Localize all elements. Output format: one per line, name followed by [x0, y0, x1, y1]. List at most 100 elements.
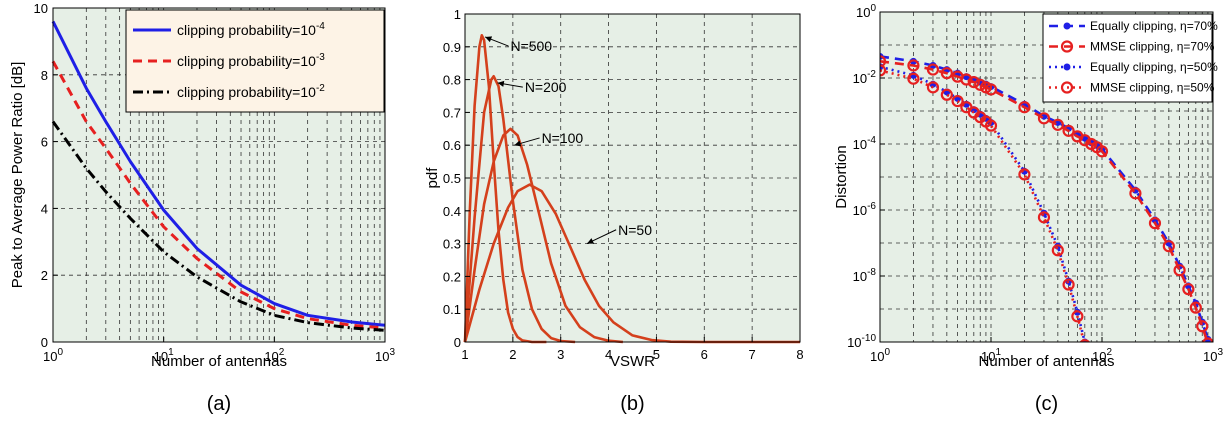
x-tick-label-base: 10 — [1203, 349, 1217, 364]
series-marker — [1037, 112, 1051, 125]
series-marker — [1129, 187, 1142, 200]
series-marker — [940, 67, 953, 80]
legend-entry: clipping probability=10-3 — [177, 52, 325, 69]
y-tick-label: 8 — [41, 68, 48, 83]
x-tick-label: 100 — [870, 347, 890, 364]
legend-marker — [1063, 22, 1071, 30]
y-tick-label: 4 — [41, 201, 48, 216]
series-line-1 — [463, 34, 547, 344]
series-marker — [1162, 240, 1175, 253]
legend-marker — [1060, 40, 1074, 53]
series-marker — [1018, 168, 1031, 181]
y-tick-label-base: 10 — [853, 71, 867, 86]
series-marker — [1051, 244, 1064, 257]
y-tick-label: 0.8 — [443, 73, 461, 88]
series-marker — [967, 76, 980, 89]
x-tick-label-exponent: 1 — [995, 347, 1001, 358]
series-marker — [1189, 301, 1202, 314]
x-tick-label: 101 — [981, 347, 1001, 364]
x-tick-label-exponent: 0 — [884, 347, 890, 358]
y-tick-label-base: 10 — [853, 203, 867, 218]
legend-entry-exponent: -3 — [316, 52, 325, 63]
series-line-2 — [51, 60, 386, 330]
x-tick-label: 7 — [749, 347, 756, 362]
legend-entry-base: clipping probability=10 — [177, 53, 316, 69]
x-tick-label-base: 10 — [43, 349, 57, 364]
x-tick-label: 4 — [605, 347, 612, 362]
x-tick-label-base: 10 — [375, 349, 389, 364]
legend-entry: MMSE clipping, η=70% — [1090, 40, 1215, 54]
y-tick-label-exponent: -6 — [867, 201, 876, 212]
x-tick-label: 102 — [1092, 347, 1112, 364]
y-tick-label-base: 10 — [853, 137, 867, 152]
series-marker — [1062, 124, 1075, 137]
x-tick-label: 101 — [154, 347, 174, 364]
series-marker — [1093, 395, 1100, 402]
x-tick-label-base: 10 — [1092, 349, 1106, 364]
x-axis-label: Number of antennas — [979, 353, 1115, 370]
legend-entry-base: clipping probability=10 — [177, 84, 316, 100]
panel-label: (c) — [1035, 393, 1058, 415]
x-tick-label-exponent: 0 — [57, 347, 63, 358]
series-marker — [880, 55, 887, 68]
y-tick-label: 0.4 — [443, 204, 461, 219]
series-line-3 — [51, 120, 386, 332]
x-tick-label: 103 — [1203, 347, 1223, 364]
y-tick-label: 10-8 — [853, 267, 877, 284]
y-tick-label: 10-6 — [853, 201, 877, 218]
y-tick-label: 1 — [454, 7, 461, 22]
series-line-4 — [463, 183, 800, 344]
series-marker — [926, 81, 940, 94]
series-marker — [907, 72, 920, 85]
legend-entry-exponent: -2 — [316, 83, 325, 94]
y-tick-label: 6 — [41, 135, 48, 150]
x-tick-label: 100 — [43, 347, 63, 364]
x-tick-label: 2 — [509, 347, 516, 362]
y-tick-label-exponent: -4 — [867, 135, 876, 146]
series-marker — [984, 83, 998, 96]
series-line-3 — [463, 127, 624, 344]
series-marker — [1173, 264, 1186, 277]
legend-marker — [1063, 63, 1071, 71]
x-tick-label-exponent: 2 — [279, 347, 285, 358]
legend-marker — [1060, 81, 1074, 94]
x-axis-label: VSWR — [610, 353, 655, 370]
y-tick-label-exponent: 0 — [870, 3, 876, 14]
annotation-arrowhead — [587, 238, 595, 244]
series-marker — [926, 63, 940, 76]
y-tick-label-exponent: -10 — [862, 333, 877, 344]
y-tick-label: 10-4 — [853, 135, 877, 152]
annotation-label: N=200 — [525, 79, 567, 95]
y-tick-label: 0.5 — [443, 171, 461, 186]
y-tick-label-base: 10 — [856, 5, 870, 20]
legend: Equally clipping, η=70% MMSE clipping, η=… — [1042, 13, 1218, 103]
series-line-2 — [463, 75, 576, 344]
x-tick-label-base: 10 — [981, 349, 995, 364]
x-tick-label-base: 10 — [154, 349, 168, 364]
x-tick-label: 6 — [701, 347, 708, 362]
chart-panel-b: 1 2 3 4 5 6 7 8 0 0.1 0.2 0.3 0.4 0.5 0.6 0.7 0.8 0.9 1 N=5… — [424, 7, 804, 415]
x-tick-label-base: 10 — [264, 349, 278, 364]
annotation-arrowhead — [485, 36, 493, 43]
annotation-label: N=50 — [618, 222, 652, 238]
chart-panel-c: 100 101 102 10310-1010-810-610-410-2100Numb… — [833, 3, 1223, 415]
legend-entry: clipping probability=10-2 — [177, 83, 325, 100]
y-tick-label: 0.3 — [443, 237, 461, 252]
y-tick-label: 0 — [454, 335, 461, 350]
series-group — [880, 52, 1213, 402]
series-marker — [951, 94, 964, 108]
y-tick-label-base: 10 — [853, 269, 867, 284]
x-tick-label-exponent: 2 — [1106, 347, 1112, 358]
annotation-arrowhead — [514, 140, 522, 147]
panel-label: (a) — [207, 393, 231, 415]
series-marker — [1202, 337, 1213, 342]
y-tick-label-exponent: -8 — [867, 267, 876, 278]
y-tick-label: 0.7 — [443, 105, 461, 120]
x-tick-label-exponent: 1 — [168, 347, 174, 358]
series-marker — [960, 73, 973, 86]
plot-background — [465, 14, 800, 342]
series-marker — [1037, 211, 1051, 224]
